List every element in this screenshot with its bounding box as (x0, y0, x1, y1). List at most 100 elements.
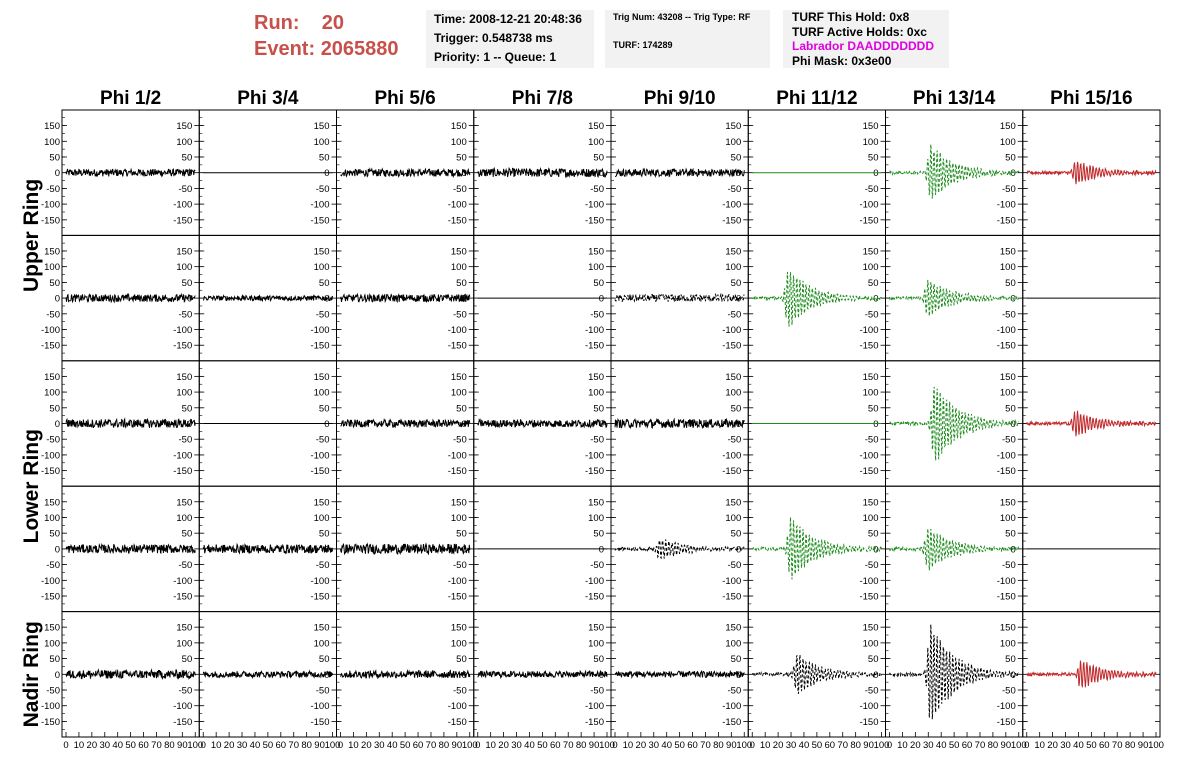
x-tick-label: 90 (452, 740, 463, 751)
x-tick-label: 70 (975, 740, 986, 751)
y-tick-label: 0 (324, 168, 329, 179)
y-tick-label: -100 (859, 701, 878, 712)
y-tick-label: 100 (863, 513, 879, 524)
x-tick-label: 100 (1148, 740, 1164, 751)
y-tick-label: -50 (590, 435, 604, 446)
y-tick-label: 150 (725, 372, 741, 383)
y-tick-label: 150 (1000, 121, 1016, 132)
waveform-line (477, 166, 608, 179)
x-tick-label: 100 (736, 740, 752, 751)
y-tick-label: -150 (41, 215, 60, 226)
waveform-line (614, 539, 745, 560)
y-tick-label: -150 (997, 466, 1016, 477)
y-tick-label: -50 (1002, 686, 1016, 697)
y-tick-label: 50 (49, 529, 60, 540)
y-tick-label: -50 (453, 435, 467, 446)
y-tick-label: -150 (997, 215, 1016, 226)
y-tick-label: 150 (451, 121, 467, 132)
x-tick-label: 70 (288, 740, 299, 751)
y-tick-label: 150 (314, 372, 330, 383)
y-tick-label: -100 (448, 200, 467, 211)
column-header-4: Phi 7/8 (512, 88, 573, 109)
turf-info-box: TURF This Hold: 0x8 TURF Active Holds: 0… (783, 10, 949, 68)
y-tick-label: -50 (453, 309, 467, 320)
y-tick-label: 150 (863, 246, 879, 257)
y-tick-label: 0 (1010, 419, 1015, 430)
y-tick-label: 50 (49, 403, 60, 414)
y-tick-label: -50 (46, 560, 60, 571)
y-tick-label: 100 (588, 388, 604, 399)
y-tick-label: -100 (310, 701, 329, 712)
y-tick-label: -50 (46, 686, 60, 697)
y-tick-label: -50 (179, 686, 193, 697)
y-tick-label: 0 (324, 670, 329, 681)
waveform-line (889, 144, 1020, 199)
x-tick-label: 0 (475, 740, 480, 751)
x-tick-label: 70 (563, 740, 574, 751)
y-tick-label: 0 (599, 168, 604, 179)
y-tick-label: -50 (453, 560, 467, 571)
y-tick-label: -100 (997, 325, 1016, 336)
y-tick-label: -150 (585, 341, 604, 352)
waveform-line (614, 167, 745, 179)
y-tick-label: -50 (728, 435, 742, 446)
y-tick-label: -150 (859, 466, 878, 477)
y-tick-label: -100 (997, 200, 1016, 211)
y-tick-label: 100 (314, 638, 330, 649)
y-tick-label: -50 (865, 560, 879, 571)
x-tick-label: 10 (623, 740, 634, 751)
y-tick-label: 50 (868, 529, 879, 540)
x-tick-label: 100 (1011, 740, 1027, 751)
x-tick-label: 90 (726, 740, 737, 751)
y-tick-label: 150 (451, 372, 467, 383)
y-tick-label: 50 (1005, 403, 1016, 414)
time-text: Time: 2008-12-21 20:48:36 (434, 12, 582, 26)
y-tick-label: 100 (451, 388, 467, 399)
x-tick-label: 10 (485, 740, 496, 751)
y-tick-label: 150 (1000, 246, 1016, 257)
y-tick-label: -50 (865, 309, 879, 320)
y-tick-label: 0 (599, 544, 604, 555)
y-tick-label: -50 (728, 686, 742, 697)
x-tick-label: 10 (211, 740, 222, 751)
y-tick-label: 150 (44, 246, 60, 257)
y-tick-label: -150 (859, 592, 878, 603)
y-tick-label: -100 (585, 701, 604, 712)
y-tick-label: 150 (1000, 623, 1016, 634)
y-tick-label: 0 (873, 544, 878, 555)
turf-active-text: TURF Active Holds: 0xc (792, 24, 927, 39)
run-event-title: Run: 20 Event: 2065880 (254, 10, 399, 62)
waveform-line (340, 418, 471, 429)
y-tick-label: -150 (41, 717, 60, 728)
waveform-line (889, 624, 1020, 720)
y-tick-label: 50 (1005, 654, 1016, 665)
y-tick-label: -150 (997, 341, 1016, 352)
column-header-7: Phi 13/14 (913, 88, 996, 109)
x-tick-label: 40 (112, 740, 123, 751)
y-tick-label: -50 (590, 184, 604, 195)
y-tick-label: -100 (41, 701, 60, 712)
x-tick-label: 80 (301, 740, 312, 751)
y-tick-label: -150 (585, 215, 604, 226)
y-tick-label: 50 (731, 654, 742, 665)
y-tick-label: 50 (593, 278, 604, 289)
y-tick-label: 100 (44, 137, 60, 148)
y-tick-label: -150 (448, 717, 467, 728)
y-tick-label: -150 (997, 592, 1016, 603)
y-tick-label: -150 (448, 215, 467, 226)
x-tick-label: 80 (713, 740, 724, 751)
y-tick-label: 150 (44, 121, 60, 132)
y-tick-label: 50 (1005, 278, 1016, 289)
x-tick-label: 30 (374, 740, 385, 751)
y-tick-label: -50 (316, 560, 330, 571)
y-tick-label: 0 (324, 419, 329, 430)
y-tick-label: 50 (456, 278, 467, 289)
priority-text: Priority: 1 -- Queue: 1 (434, 50, 557, 64)
y-tick-label: 150 (44, 623, 60, 634)
waveform-line (614, 292, 745, 303)
y-tick-label: -100 (41, 576, 60, 587)
y-tick-label: 50 (182, 278, 193, 289)
turf-hold-text: TURF This Hold: 0x8 (792, 10, 910, 24)
y-tick-label: 100 (725, 638, 741, 649)
y-tick-label: -50 (728, 309, 742, 320)
